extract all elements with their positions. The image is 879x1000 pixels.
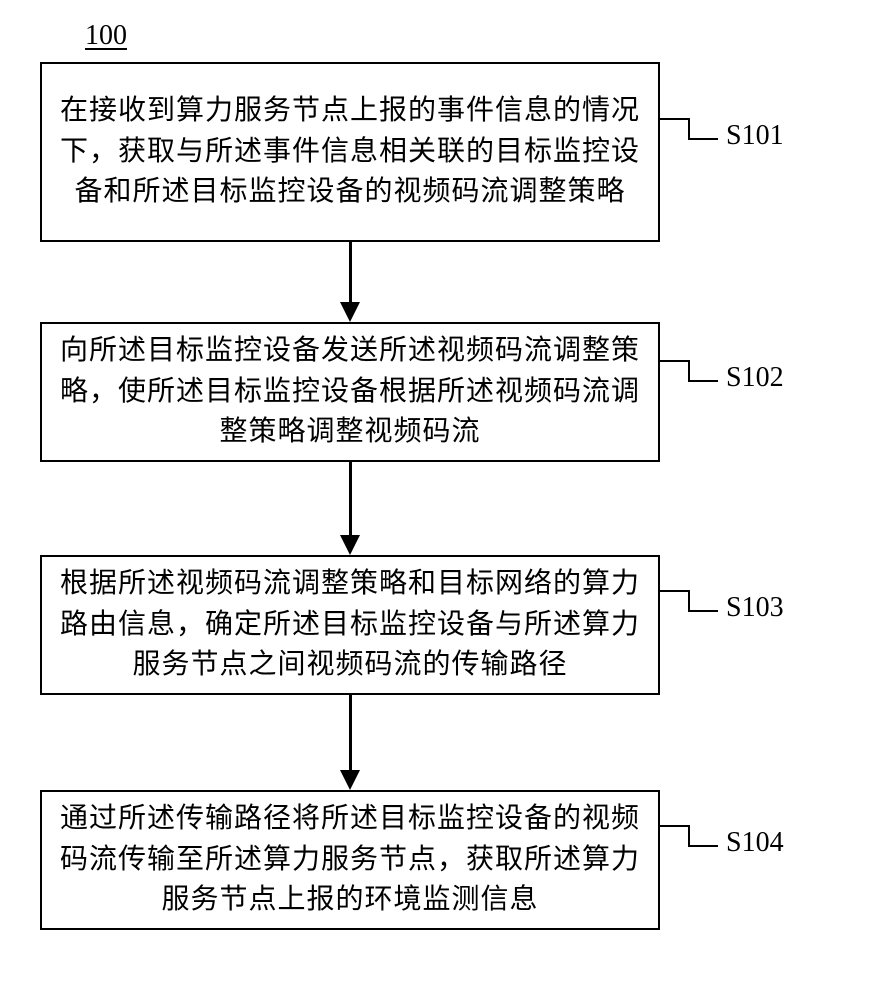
label-connector <box>688 825 690 847</box>
label-connector <box>688 845 718 847</box>
step-text-s102: 向所述目标监控设备发送所述视频码流调整策略，使所述目标监控设备根据所述视频码流调… <box>58 331 642 453</box>
flow-arrow <box>349 462 352 535</box>
step-text-s104: 通过所述传输路径将所述目标监控设备的视频码流传输至所述算力服务节点，获取所述算力… <box>58 799 642 921</box>
flow-arrow <box>349 242 352 302</box>
label-connector <box>688 138 718 140</box>
step-label-s103: S103 <box>726 592 784 624</box>
step-box-s103: 根据所述视频码流调整策略和目标网络的算力路由信息，确定所述目标监控设备与所述算力… <box>40 555 660 695</box>
label-connector <box>688 380 718 382</box>
label-connector <box>660 118 690 120</box>
label-connector <box>688 118 690 140</box>
step-box-s101: 在接收到算力服务节点上报的事件信息的情况下，获取与所述事件信息相关联的目标监控设… <box>40 62 660 242</box>
step-label-s102: S102 <box>726 362 784 394</box>
flow-arrow-head <box>340 535 360 555</box>
label-connector <box>660 590 690 592</box>
step-box-s102: 向所述目标监控设备发送所述视频码流调整策略，使所述目标监控设备根据所述视频码流调… <box>40 322 660 462</box>
label-connector <box>688 360 690 382</box>
flow-arrow <box>349 695 352 770</box>
flow-arrow-head <box>340 302 360 322</box>
flow-arrow-head <box>340 770 360 790</box>
label-connector <box>688 590 690 612</box>
label-connector <box>660 825 690 827</box>
label-connector <box>688 610 718 612</box>
step-box-s104: 通过所述传输路径将所述目标监控设备的视频码流传输至所述算力服务节点，获取所述算力… <box>40 790 660 930</box>
step-label-s101: S101 <box>726 120 784 152</box>
step-text-s103: 根据所述视频码流调整策略和目标网络的算力路由信息，确定所述目标监控设备与所述算力… <box>58 564 642 686</box>
step-text-s101: 在接收到算力服务节点上报的事件信息的情况下，获取与所述事件信息相关联的目标监控设… <box>58 91 642 213</box>
step-label-s104: S104 <box>726 827 784 859</box>
figure-id: 100 <box>85 20 127 52</box>
label-connector <box>660 360 690 362</box>
